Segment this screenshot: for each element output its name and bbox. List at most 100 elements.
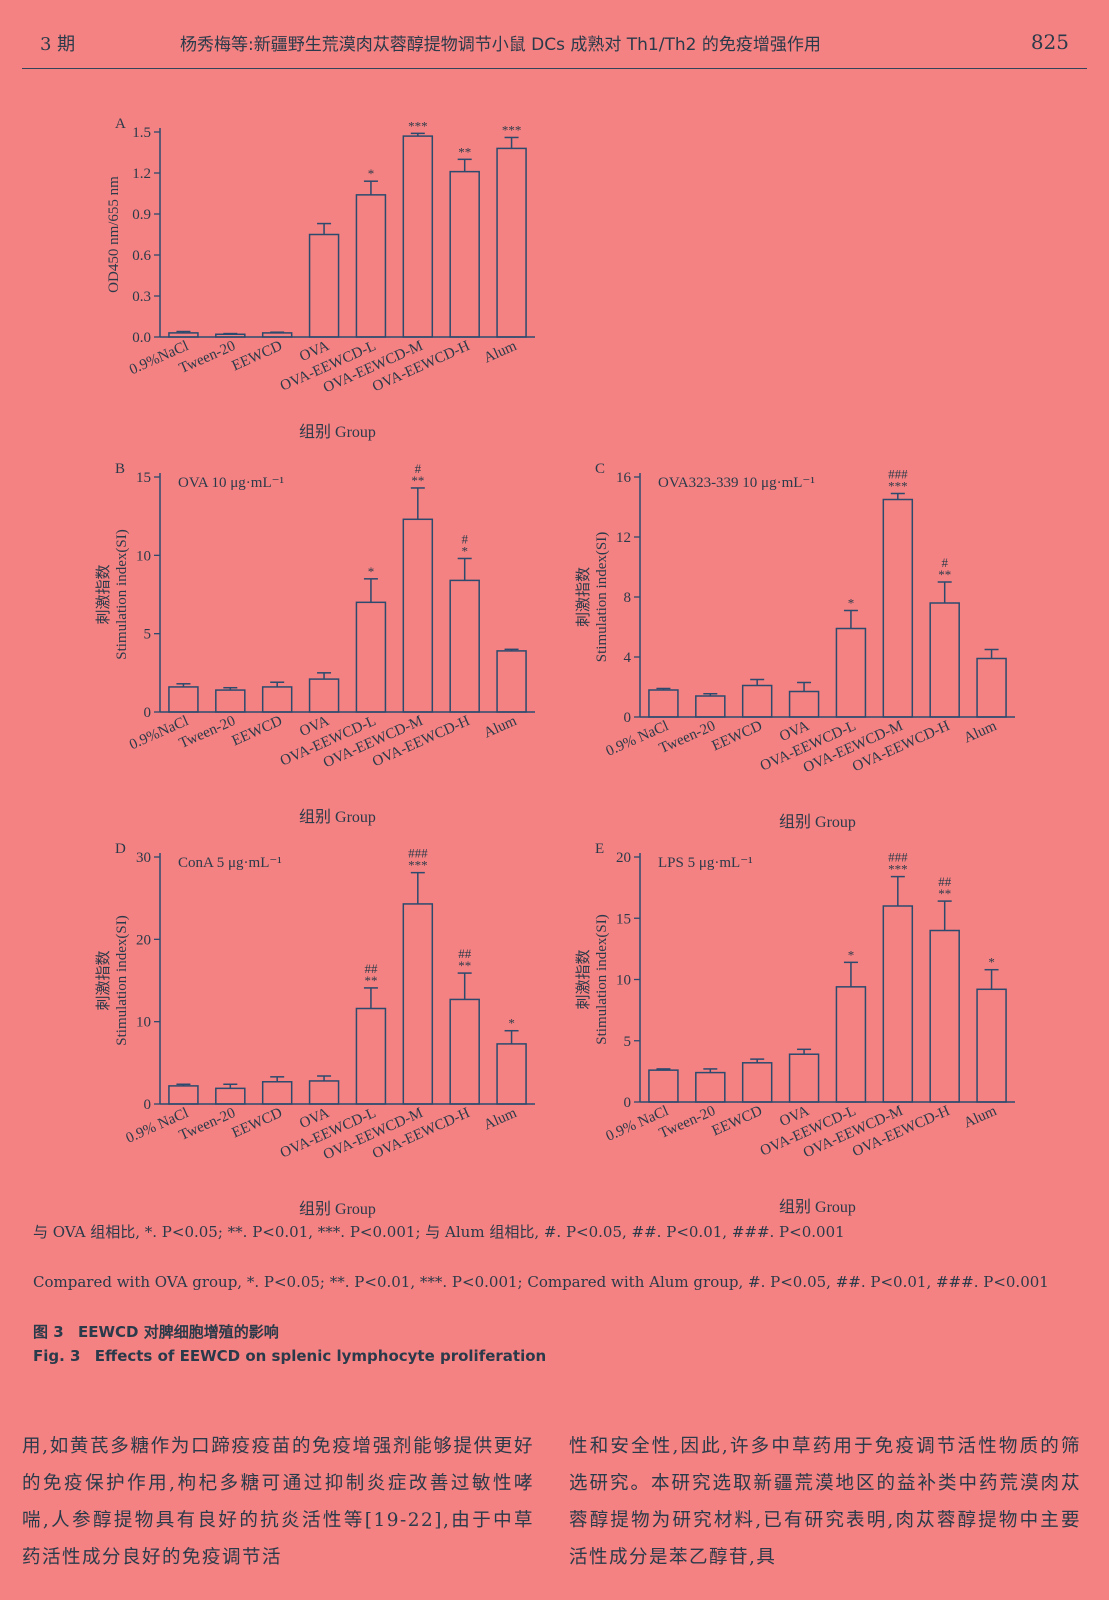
significance-mark: ** <box>458 958 471 973</box>
bar <box>215 689 246 713</box>
bar <box>449 170 480 338</box>
bar <box>882 498 914 718</box>
header-rule <box>22 68 1087 69</box>
bar <box>929 602 960 718</box>
significance-mark: * <box>988 955 995 970</box>
y-tick-label: 4 <box>624 650 632 666</box>
y-tick-label: 1.5 <box>132 125 151 141</box>
bar <box>215 333 246 338</box>
x-tick-label: EEWCD <box>710 718 765 754</box>
chart-panel-e: E 0 5 10 15 20 刺激指数 Stimulation index(SI) LPS 5 … <box>575 841 1015 1216</box>
significance-mark: ** <box>938 886 951 901</box>
bar <box>496 147 527 338</box>
x-tick-label: EEWCD <box>230 1105 285 1141</box>
y-tick-label: 0 <box>624 710 632 726</box>
bar <box>308 233 340 338</box>
significance-mark-alum: ### <box>408 846 428 861</box>
significance-mark: * <box>848 947 855 962</box>
bar <box>168 686 199 713</box>
significance-mark: ** <box>411 473 424 488</box>
issue-number: 3 期 <box>40 34 76 55</box>
panel-label: C <box>595 461 605 477</box>
x-tick-label: EEWCD <box>710 1103 765 1139</box>
condition-annotation: OVA 10 μg·mL⁻¹ <box>178 475 284 491</box>
y-tick-label: 0 <box>624 1095 632 1111</box>
significance-mark: ** <box>938 567 951 582</box>
significance-mark: *** <box>502 122 522 137</box>
bar <box>929 929 960 1103</box>
x-axis-label: 组别 Group <box>779 1198 856 1216</box>
bar <box>402 903 434 1105</box>
bar <box>835 986 867 1103</box>
caption-note-cn: 与 OVA 组相比, *. P<0.05; **. P<0.01, ***. P… <box>33 1223 845 1241</box>
y-tick-label: 20 <box>616 850 631 866</box>
y-tick-label: 5 <box>144 627 152 643</box>
bar <box>449 998 480 1105</box>
x-tick-label: Alum <box>481 713 519 742</box>
bar <box>835 627 867 718</box>
caption-note-en: Compared with OVA group, *. P<0.05; **. … <box>33 1273 1049 1291</box>
bar <box>788 1053 820 1103</box>
y-tick-label: 5 <box>624 1034 632 1050</box>
y-axis-label-cn: 刺激指数 <box>575 949 592 1009</box>
bar <box>308 678 340 713</box>
y-tick-label: 15 <box>136 470 151 486</box>
x-tick-label: Alum <box>961 1103 999 1132</box>
x-axis-label: 组别 Group <box>299 808 376 826</box>
bar <box>402 518 434 713</box>
y-axis-label-cn: 刺激指数 <box>95 564 112 624</box>
chart-panel-b: B 0 5 10 15 刺激指数 Stimulation index(SI) OVA 10 μ… <box>95 461 535 826</box>
y-tick-label: 10 <box>136 548 151 564</box>
figure-label-cn: 图 3 <box>33 1323 64 1341</box>
bar <box>168 332 199 338</box>
y-tick-label: 0.6 <box>132 248 151 264</box>
significance-mark-alum: # <box>941 555 948 570</box>
y-axis-label: Stimulation index(SI) <box>594 532 610 662</box>
bar <box>355 1007 387 1105</box>
x-tick-label: EEWCD <box>230 713 285 749</box>
bar <box>976 988 1007 1103</box>
bar <box>402 135 434 338</box>
bar <box>741 684 773 718</box>
bar <box>449 579 480 713</box>
y-tick-label: 0 <box>144 1097 152 1113</box>
bar <box>695 695 726 718</box>
x-tick-label: EEWCD <box>230 338 285 374</box>
bar <box>496 650 527 713</box>
y-tick-label: 8 <box>624 590 632 606</box>
bar <box>261 1081 293 1105</box>
significance-mark: * <box>368 166 375 181</box>
condition-annotation: OVA323-339 10 μg·mL⁻¹ <box>658 475 815 491</box>
y-tick-label: 1.2 <box>132 166 151 182</box>
significance-mark: *** <box>888 479 908 494</box>
body-text-right: 性和安全性,因此,许多中草药用于免疫调节活性物质的筛选研究。本研究选取新疆荒漠地… <box>569 1436 1081 1568</box>
significance-mark: *** <box>408 858 428 873</box>
y-tick-label: 0.9 <box>132 207 151 223</box>
panel-label: A <box>115 116 126 132</box>
significance-mark: *** <box>408 118 428 133</box>
bar <box>648 1069 679 1103</box>
x-tick-label: Alum <box>481 1105 519 1134</box>
y-tick-label: 10 <box>616 973 631 989</box>
significance-mark: * <box>848 596 855 611</box>
x-tick-label: Alum <box>481 338 519 367</box>
x-axis-label: 组别 Group <box>779 813 856 831</box>
bar <box>215 1087 246 1105</box>
y-tick-label: 16 <box>616 470 632 486</box>
chart-panel-d: D 0 10 20 30 刺激指数 Stimulation index(SI) ConA 5 … <box>95 841 535 1218</box>
x-axis-label: 组别 Group <box>299 423 376 441</box>
significance-mark: *** <box>888 862 908 877</box>
y-axis-label: Stimulation index(SI) <box>594 914 610 1044</box>
x-axis-label: 组别 Group <box>299 1200 376 1218</box>
y-axis-label-cn: 刺激指数 <box>575 567 592 627</box>
y-tick-label: 30 <box>136 850 151 866</box>
bar <box>741 1062 773 1103</box>
significance-mark: * <box>508 1016 515 1031</box>
body-text-left: 用,如黄芪多糖作为口蹄疫疫苗的免疫增强剂能够提供更好的免疫保护作用,枸杞多糖可通… <box>22 1436 534 1568</box>
y-tick-label: 20 <box>136 932 151 948</box>
panel-label: B <box>115 461 125 477</box>
y-tick-label: 12 <box>616 530 631 546</box>
bar <box>695 1071 726 1103</box>
figure-title-en: Effects of EEWCD on splenic lymphocyte p… <box>94 1347 547 1365</box>
y-tick-label: 15 <box>616 911 631 927</box>
